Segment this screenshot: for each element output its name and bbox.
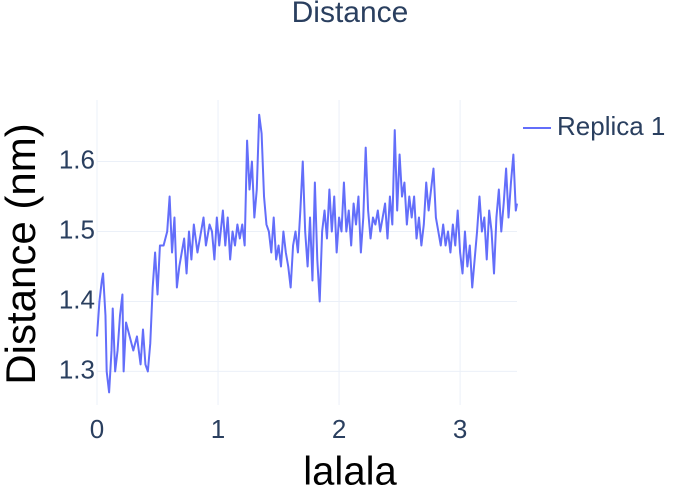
x-tick-label: 3 [453,414,467,444]
y-tick-label: 1.5 [59,214,95,244]
x-tick-label: 1 [211,414,225,444]
y-tick-label: 1.6 [59,144,95,174]
y-tick-label: 1.3 [59,354,95,384]
y-axis-title: Distance (nm) [0,123,44,384]
y-tick-label: 1.4 [59,284,95,314]
x-tick-label: 0 [90,414,104,444]
legend-label: Replica 1 [557,111,665,141]
chart-title: Distance [292,0,409,29]
data-line [96,113,518,394]
x-axis-title: lalala [303,450,397,494]
x-tick-label: 2 [332,414,346,444]
